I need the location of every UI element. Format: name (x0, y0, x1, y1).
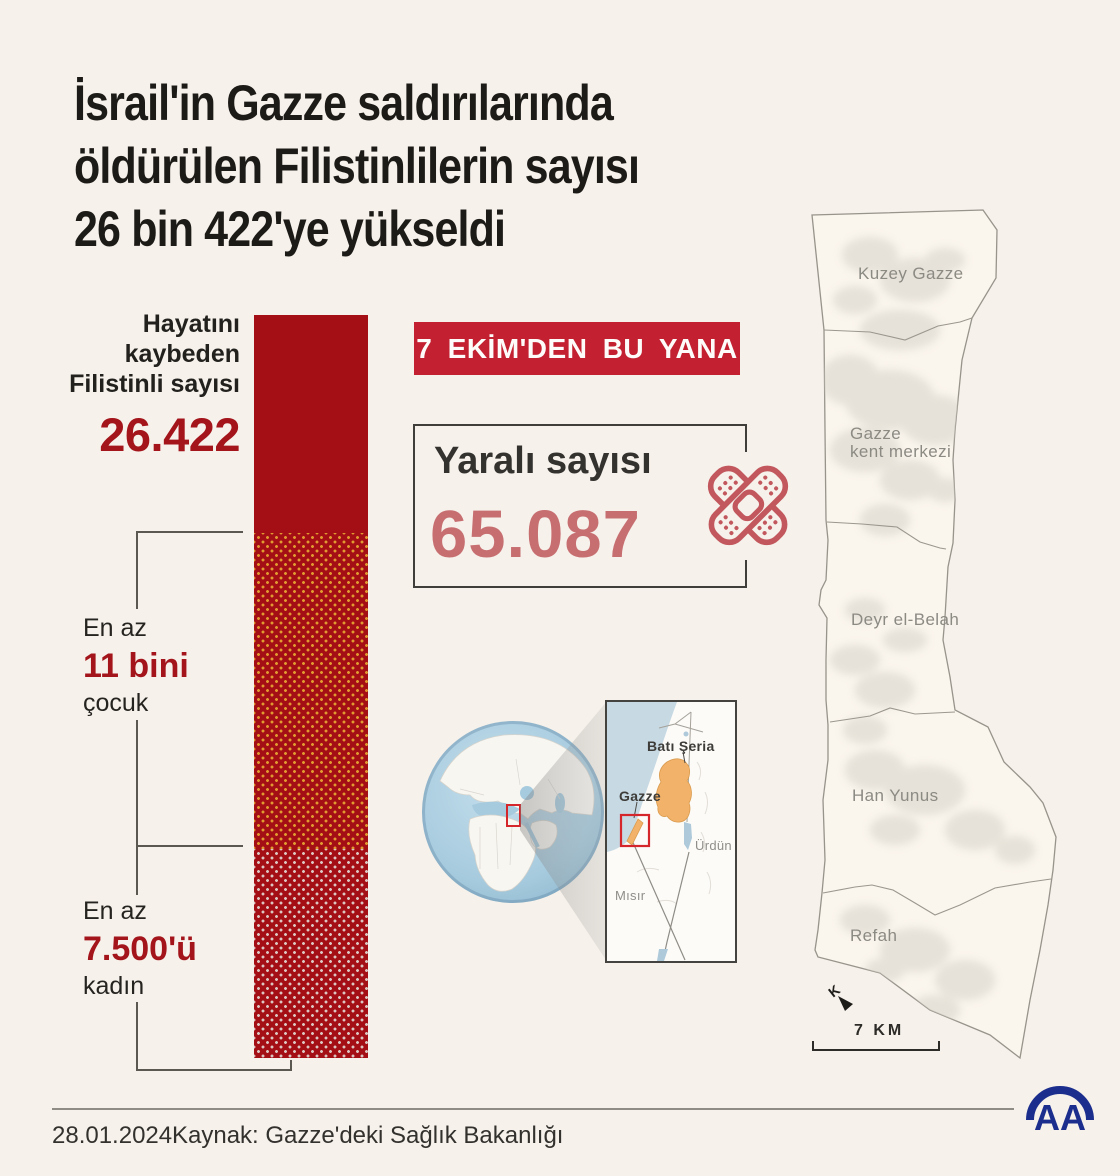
inset-label-west-bank: Batı Şeria (647, 738, 715, 754)
children-note-value: 11 bini (83, 647, 189, 685)
bracket-children-vertical-upper (136, 531, 138, 609)
title-line-2: öldürülen Filistinlilerin sayısı (74, 138, 640, 194)
death-toll-line-3: Filistinli sayısı (69, 370, 240, 398)
injured-value: 65.087 (430, 497, 641, 572)
death-toll-value: 26.422 (99, 408, 240, 461)
footer-date: 28.01.2024 (52, 1122, 173, 1149)
scale-bar (812, 1049, 940, 1051)
zoom-beam (520, 700, 608, 963)
women-note: En az 7.500'ü kadın (83, 895, 197, 1003)
title-line-3: 26 bin 422'ye yükseldi (74, 201, 506, 257)
inset-label-jordan: Ürdün (695, 838, 732, 853)
bar-segment-children (254, 533, 368, 849)
footer-divider (52, 1108, 1014, 1110)
women-note-prefix: En az (83, 897, 147, 925)
aa-logo-letters: AA (1034, 1097, 1086, 1134)
map-label-gazze-kent-line2: kent merkezi (850, 442, 952, 461)
crossed-bandages-icon (707, 465, 789, 546)
map-label-kuzey-gazze: Kuzey Gazze (858, 264, 964, 283)
map-label-han-yunus: Han Yunus (852, 786, 939, 805)
inset-label-gaza: Gazze (619, 788, 661, 804)
scale-bar-tick-right (938, 1041, 940, 1051)
death-toll-line-2: kaybeden (124, 340, 240, 368)
women-note-value: 7.500'ü (83, 930, 197, 968)
injured-label: Yaralı sayısı (434, 440, 652, 482)
footer-source: Kaynak: Gazze'deki Sağlık Bakanlığı (172, 1122, 564, 1149)
children-note: En az 11 bini çocuk (83, 612, 189, 720)
women-note-suffix: kadın (83, 972, 145, 1000)
bracket-women-end-tick (290, 1060, 292, 1071)
bracket-children-bottom (136, 845, 243, 847)
map-label-gazze-kent-line1: Gazze (850, 424, 902, 443)
inset-map-drawing (607, 702, 712, 961)
bracket-children-top (136, 531, 243, 533)
bracket-women-vertical-lower (136, 1002, 138, 1071)
map-label-refah: Refah (850, 926, 898, 945)
scale-bar-tick-left (812, 1041, 814, 1051)
inset-label-egypt: Mısır (615, 888, 646, 903)
map-label-deyr-el-belah: Deyr el-Belah (851, 610, 960, 629)
bracket-children-vertical-lower (136, 720, 138, 847)
scale-label: 7 KM (854, 1022, 905, 1039)
inset-region-map: Batı Şeria Gazze Ürdün Mısır (605, 700, 737, 963)
page-title: İsrail'in Gazze saldırılarında öldürülen… (74, 72, 796, 261)
death-toll-label: Hayatını kaybeden Filistinli sayısı 26.4… (20, 309, 240, 462)
bar-segment-other (254, 315, 368, 533)
bar-segment-women (254, 849, 368, 1058)
children-note-suffix: çocuk (83, 689, 149, 717)
title-line-1: İsrail'in Gazze saldırılarında (74, 75, 614, 131)
aa-agency-logo: AA (1026, 1086, 1094, 1134)
bracket-women-vertical-upper (136, 845, 138, 895)
north-arrow-icon (838, 996, 853, 1011)
gaza-strip-map (811, 209, 1057, 1060)
death-toll-line-1: Hayatını (142, 310, 240, 338)
bracket-women-bottom (136, 1069, 292, 1071)
since-oct7-badge-label: 7 EKİM'DEN BU YANA (416, 332, 738, 364)
children-note-prefix: En az (83, 614, 147, 642)
since-oct7-badge: 7 EKİM'DEN BU YANA (414, 322, 740, 375)
